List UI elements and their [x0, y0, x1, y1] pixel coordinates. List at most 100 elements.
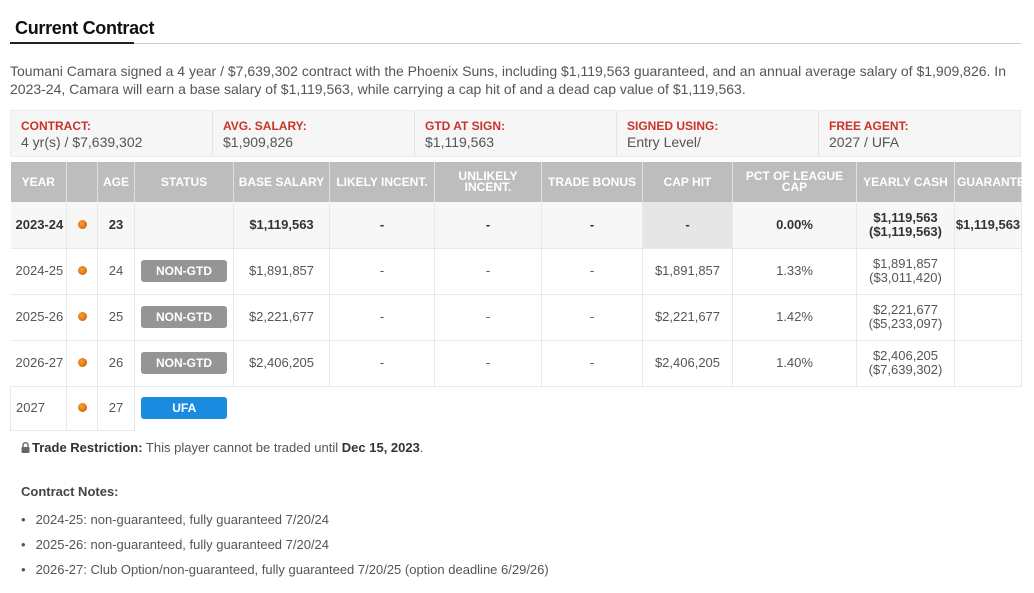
empty-cell [234, 386, 330, 430]
header-year[interactable]: YEAR [10, 162, 67, 202]
status-badge: NON-GTD [141, 306, 227, 328]
summary-label: FREE AGENT: [829, 119, 909, 133]
table-row: 2026-27 26 NON-GTD $2,406,205 - - - $2,4… [10, 340, 1022, 387]
summary-label: GTD AT SIGN: [425, 119, 505, 133]
summary-value: Entry Level/ [627, 134, 701, 150]
team-cell [66, 386, 98, 431]
yearly-cash-cell: $2,406,205 ($7,639,302) [856, 340, 955, 387]
empty-cell [330, 386, 435, 430]
status-cell: NON-GTD [134, 294, 234, 341]
table-row: 2027 27 UFA [10, 386, 1022, 431]
status-cell: UFA [135, 386, 234, 430]
empty-cell [733, 386, 857, 430]
year-cell: 2026-27 [10, 340, 67, 387]
cap-hit-cell: - [642, 202, 733, 249]
summary-label: CONTRACT: [21, 119, 91, 133]
empty-cell [857, 386, 955, 430]
header-yearly-cash[interactable]: YEARLY CASH [856, 162, 955, 202]
header-status[interactable]: STATUS [134, 162, 234, 202]
team-cell [66, 340, 98, 387]
cumulative-cash: ($5,233,097) [868, 316, 943, 331]
summary-value: 4 yr(s) / $7,639,302 [21, 134, 143, 150]
pct-cap-cell: 0.00% [732, 202, 857, 249]
age-cell: 23 [97, 202, 135, 249]
suns-logo-icon [77, 312, 87, 321]
list-item: 2024-25: non-guaranteed, fully guarantee… [21, 511, 549, 536]
yearly-cash-cell: $1,891,857 ($3,011,420) [856, 248, 955, 295]
suns-logo-icon [77, 403, 87, 412]
empty-cell [435, 386, 542, 430]
header-age[interactable]: AGE [97, 162, 135, 202]
summary-avg-salary: AVG. SALARY: $1,909,826 [213, 111, 415, 156]
suns-logo-icon [77, 219, 87, 229]
cumulative-cash: ($1,119,563) [868, 223, 942, 239]
unlikely-incent-cell: - [434, 202, 542, 249]
trade-bonus-cell: - [541, 248, 643, 295]
guaranteed-cell: $1,119,563 [954, 202, 1022, 249]
guaranteed-cell [954, 340, 1022, 387]
team-cell [66, 248, 98, 295]
yearly-cash: $2,406,205 [872, 348, 939, 363]
likely-incent-cell: - [329, 294, 435, 341]
status-cell: NON-GTD [134, 340, 234, 387]
cap-hit-cell: $1,891,857 [642, 248, 733, 295]
trade-bonus-cell: - [541, 294, 643, 341]
age-cell: 26 [97, 340, 135, 387]
base-salary-cell: $1,119,563 [233, 202, 330, 249]
contract-summary-text: Toumani Camara signed a 4 year / $7,639,… [10, 63, 1006, 97]
pct-cap-cell: 1.42% [732, 294, 857, 341]
base-salary-cell: $2,406,205 [233, 340, 330, 387]
summary-value: $1,909,826 [223, 134, 294, 150]
status-cell: NON-GTD [134, 248, 234, 295]
section-title: Current Contract [15, 18, 155, 38]
age-cell: 27 [97, 386, 135, 431]
summary-label: SIGNED USING: [627, 119, 719, 133]
header-base-salary[interactable]: BASE SALARY [233, 162, 330, 202]
header-trade-bonus[interactable]: TRADE BONUS [541, 162, 643, 202]
summary-free-agent: FREE AGENT: 2027 / UFA [819, 111, 1020, 156]
suns-logo-icon [77, 266, 87, 275]
year-cell: 2025-26 [10, 294, 67, 341]
empty-cell [542, 386, 643, 430]
trade-restriction-period: . [419, 440, 424, 455]
team-cell [66, 202, 98, 249]
header-pct-league-cap[interactable]: PCT OF LEAGUE CAP [732, 162, 857, 202]
pct-cap-cell: 1.40% [732, 340, 857, 387]
contract-notes-list: 2024-25: non-guaranteed, fully guarantee… [21, 511, 549, 586]
age-cell: 24 [97, 248, 135, 295]
status-badge: UFA [141, 397, 228, 420]
base-salary-cell: $2,221,677 [233, 294, 330, 341]
table-row: 2025-26 25 NON-GTD $2,221,677 - - - $2,2… [10, 294, 1022, 341]
summary-value: 2027 / UFA [829, 134, 900, 150]
list-item: 2025-26: non-guaranteed, fully guarantee… [21, 536, 549, 561]
table-row: 2023-24 23 $1,119,563 - - - - 0.00% $1,1… [10, 202, 1022, 249]
summary-value: $1,119,563 [425, 134, 495, 150]
header-likely-incent[interactable]: LIKELY INCENT. [329, 162, 435, 202]
trade-restriction-label: Trade Restriction: [32, 440, 143, 455]
summary-gtd-at-sign: GTD AT SIGN: $1,119,563 [415, 111, 617, 156]
unlikely-incent-cell: - [434, 340, 542, 387]
suns-logo-icon [77, 358, 87, 367]
year-cell: 2027 [10, 386, 67, 431]
contract-notes-title: Contract Notes: [21, 484, 119, 499]
lock-icon [21, 442, 30, 453]
team-cell [66, 294, 98, 341]
trade-bonus-cell: - [541, 202, 643, 249]
status-cell [134, 202, 234, 249]
table-header-row: YEAR AGE STATUS BASE SALARY LIKELY INCEN… [10, 162, 1034, 202]
year-cell: 2023-24 [10, 202, 67, 249]
header-cap-hit[interactable]: CAP HIT [642, 162, 733, 202]
header-unlikely-incent[interactable]: UNLIKELY INCENT. [434, 162, 542, 202]
header-team [66, 162, 98, 202]
yearly-cash: $2,221,677 [872, 302, 939, 317]
header-guaranteed[interactable]: GUARANTEED [954, 162, 1034, 202]
summary-contract: CONTRACT: 4 yr(s) / $7,639,302 [11, 111, 213, 156]
summary-signed-using: SIGNED USING: Entry Level/ [617, 111, 819, 156]
status-badge: NON-GTD [141, 260, 227, 282]
list-item: 2026-27: Club Option/non-guaranteed, ful… [21, 561, 549, 586]
yearly-cash-cell: $1,119,563 ($1,119,563) [856, 202, 955, 249]
unlikely-incent-cell: - [434, 248, 542, 295]
likely-incent-cell: - [329, 340, 435, 387]
trade-restriction-date: Dec 15, 2023 [341, 440, 420, 455]
summary-label: AVG. SALARY: [223, 119, 307, 133]
